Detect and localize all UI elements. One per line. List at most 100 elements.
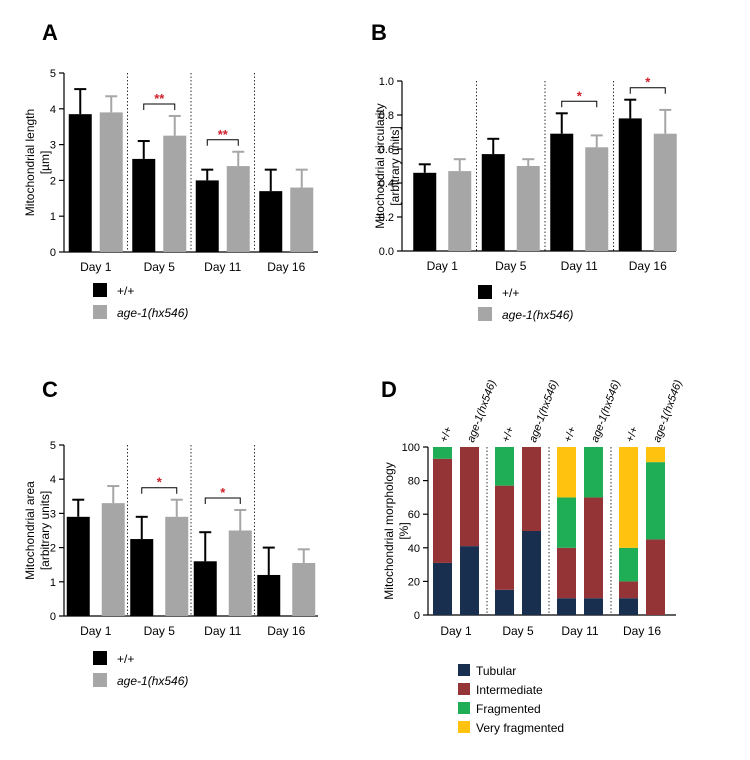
legend-swatch-very-fragmented bbox=[458, 721, 470, 733]
significance-bracket bbox=[206, 139, 239, 146]
panel-letter-d: D bbox=[381, 377, 397, 402]
category-label-day-11: Day 11 bbox=[204, 624, 241, 638]
category-label-day-16: Day 16 bbox=[623, 624, 661, 638]
category-label-day-1: Day 1 bbox=[427, 259, 459, 273]
bar--day-16 bbox=[257, 574, 281, 616]
category-label-day-1: Day 1 bbox=[80, 260, 112, 274]
category-label-day-11: Day 11 bbox=[204, 260, 241, 274]
stack-segment-tubular bbox=[557, 598, 576, 615]
legend-label-: +/+ bbox=[117, 652, 134, 666]
y-tick-label: 0 bbox=[50, 611, 56, 623]
bar-age-1-hx546-day-5 bbox=[516, 166, 540, 251]
category-label-day-16: Day 16 bbox=[629, 259, 667, 273]
bar-genotype-label: age-1(hx546) bbox=[651, 378, 685, 444]
stack-segment-tubular bbox=[460, 546, 479, 615]
category-label-day-16: Day 16 bbox=[267, 624, 305, 638]
stack-segment-fragmented bbox=[495, 447, 514, 486]
legend-swatch-fragmented bbox=[458, 702, 470, 714]
y-axis-title-line: [µm] bbox=[38, 151, 52, 175]
significance-bracket bbox=[629, 87, 666, 94]
bar-age-1-hx546-day-1 bbox=[448, 171, 472, 251]
y-tick-label: 3 bbox=[50, 508, 56, 520]
stack-segment-tubular bbox=[619, 598, 638, 615]
significance-stars: * bbox=[645, 75, 651, 90]
y-tick-label: 3 bbox=[50, 140, 56, 152]
bar--day-11 bbox=[195, 180, 219, 252]
bar-genotype-label: +/+ bbox=[624, 425, 641, 444]
category-label-day-5: Day 5 bbox=[495, 259, 527, 273]
bar-age-1-hx546-day-16 bbox=[292, 562, 316, 616]
legend-label-very-fragmented: Very fragmented bbox=[476, 721, 564, 735]
y-axis-title-line: Mitochondrial area bbox=[23, 481, 37, 580]
panel-c-area-chart: 0 1 2 3 4 5 Mitochondrial area[arbitrary units… bbox=[23, 440, 318, 688]
stack-segment-very-fragmented bbox=[646, 447, 665, 463]
y-tick-label: 0.2 bbox=[379, 212, 394, 224]
bar-age-1-hx546-day-1 bbox=[101, 503, 125, 616]
y-tick-label: 0.4 bbox=[379, 178, 394, 190]
y-axis-title-line: [arbitrary units] bbox=[388, 126, 402, 205]
significance-bracket bbox=[143, 103, 176, 110]
bar-genotype-label: age-1(hx546) bbox=[589, 378, 623, 444]
bar--day-5 bbox=[130, 539, 154, 616]
y-tick-label: 5 bbox=[50, 68, 56, 80]
panel-a-length-chart: 0 1 2 3 4 5 Mitochondrial length[µm] Day 1 Day 5… bbox=[23, 68, 318, 320]
legend-swatch-age-1-hx546 bbox=[93, 673, 107, 687]
significance-stars: * bbox=[157, 475, 163, 490]
y-tick-label: 4 bbox=[50, 104, 56, 116]
bar--day-5 bbox=[132, 158, 156, 252]
y-axis-title-line: Mitochondrial circularity bbox=[373, 103, 387, 228]
y-tick-label: 0.0 bbox=[379, 246, 394, 258]
category-label-day-1: Day 1 bbox=[80, 624, 112, 638]
bar--day-1 bbox=[413, 172, 437, 251]
bar-genotype-label: +/+ bbox=[438, 425, 455, 444]
legend-swatch-tubular bbox=[458, 664, 470, 676]
bar-age-1-hx546-day-16 bbox=[653, 133, 677, 251]
bar-genotype-label: age-1(hx546) bbox=[465, 378, 499, 444]
y-tick-label: 1.0 bbox=[379, 76, 394, 88]
significance-stars: * bbox=[220, 485, 226, 500]
category-label-day-11: Day 11 bbox=[561, 259, 598, 273]
legend-swatch-age-1-hx546 bbox=[93, 305, 107, 319]
stack-segment-tubular bbox=[522, 531, 541, 615]
y-tick-label: 20 bbox=[408, 576, 420, 588]
legend-swatch-intermediate bbox=[458, 683, 470, 695]
bar-age-1-hx546-day-5 bbox=[165, 516, 189, 616]
legend-label-: +/+ bbox=[117, 284, 134, 298]
panel-letter-c: C bbox=[42, 377, 58, 402]
y-tick-label: 100 bbox=[402, 442, 420, 454]
bar-age-1-hx546-day-5 bbox=[163, 135, 187, 252]
stack-segment-fragmented bbox=[619, 547, 638, 582]
category-label-day-1: Day 1 bbox=[440, 624, 472, 638]
y-tick-label: 5 bbox=[50, 440, 56, 452]
bar--day-16 bbox=[618, 118, 642, 252]
stack-segment-intermediate bbox=[460, 447, 479, 547]
bar-genotype-label: +/+ bbox=[500, 425, 517, 444]
significance-bracket bbox=[561, 100, 598, 108]
y-axis-title-line: Mitochondrial morphology bbox=[382, 462, 396, 599]
y-axis-title: Mitochondrial length[µm] bbox=[23, 109, 52, 216]
stack-segment-very-fragmented bbox=[619, 447, 638, 548]
y-axis-title-line: [%] bbox=[397, 522, 411, 539]
legend-label-intermediate: Intermediate bbox=[476, 683, 543, 697]
legend-label-tubular: Tubular bbox=[476, 664, 516, 678]
y-tick-label: 60 bbox=[408, 509, 420, 521]
y-tick-label: 1 bbox=[50, 577, 56, 589]
stack-segment-tubular bbox=[495, 589, 514, 615]
bar--day-5 bbox=[481, 154, 505, 251]
panel-letter-b: B bbox=[371, 20, 387, 45]
bar--day-16 bbox=[259, 191, 283, 252]
y-axis-title: Mitochondrial circularity[arbitrary unit… bbox=[373, 103, 402, 228]
bar-age-1-hx546-day-16 bbox=[290, 187, 314, 252]
y-axis-title-line: Mitochondrial length bbox=[23, 109, 37, 216]
bar--day-11 bbox=[193, 561, 217, 616]
y-tick-label: 0 bbox=[414, 610, 420, 622]
legend-swatch- bbox=[478, 285, 492, 299]
legend-swatch- bbox=[93, 283, 107, 297]
stack-segment-fragmented bbox=[646, 462, 665, 540]
y-tick-label: 2 bbox=[50, 543, 56, 555]
legend-label-age-1-hx546: age-1(hx546) bbox=[117, 306, 188, 320]
y-tick-label: 1 bbox=[50, 211, 56, 223]
legend-swatch-age-1-hx546 bbox=[478, 307, 492, 321]
stack-segment-intermediate bbox=[522, 447, 541, 531]
